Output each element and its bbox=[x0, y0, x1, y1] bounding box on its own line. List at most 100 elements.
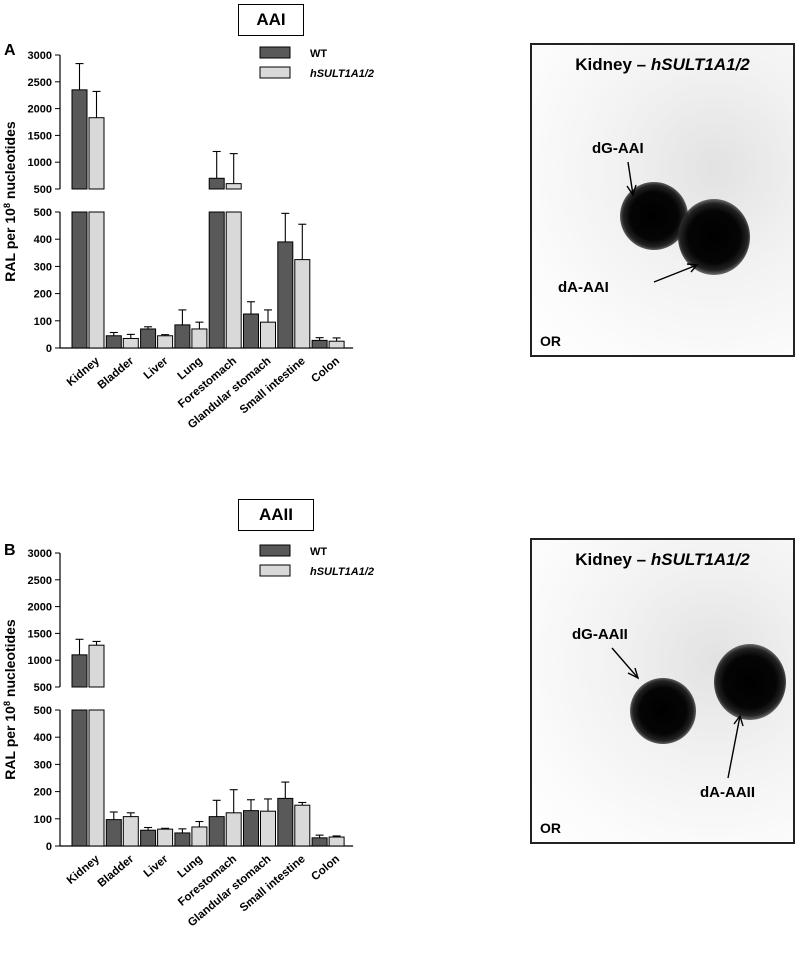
y-tick-label: 500 bbox=[34, 682, 52, 694]
bar bbox=[71, 89, 88, 190]
bar-chart: 0 100 200 300 400 500 1000 1500 2000 2500 3000 500 R… bbox=[2, 46, 374, 431]
y-tick-label: 200 bbox=[34, 289, 52, 301]
y-tick-label: 0 bbox=[46, 841, 52, 853]
y-tick-label: 100 bbox=[34, 316, 52, 328]
x-tick-label: Bladder bbox=[96, 853, 137, 890]
bar bbox=[140, 328, 157, 349]
legend-label: WT bbox=[310, 546, 327, 558]
legend-label: hSULT1A1/2 bbox=[310, 68, 374, 80]
y-tick-label: 400 bbox=[34, 732, 52, 744]
bar bbox=[260, 810, 276, 847]
bar bbox=[225, 183, 242, 190]
bar bbox=[122, 816, 139, 847]
tlc-autoradiogram: Kidney – hSULT1A1/2 dG-AAII dA-AAII OR bbox=[530, 538, 795, 844]
x-tick-label: Lung bbox=[176, 355, 205, 382]
bar bbox=[157, 828, 174, 847]
bar bbox=[105, 819, 122, 847]
y-tick-label: 1000 bbox=[28, 655, 52, 667]
y-tick-label: 2000 bbox=[28, 104, 52, 116]
y-tick-label: 500 bbox=[34, 705, 52, 717]
bar bbox=[140, 829, 157, 847]
y-axis-label: RAL per 108 nucleotides bbox=[2, 619, 18, 780]
arrow-line bbox=[653, 264, 698, 283]
bar bbox=[105, 335, 122, 349]
bar bbox=[311, 837, 328, 847]
bar bbox=[88, 117, 105, 190]
bar bbox=[157, 335, 174, 349]
bar bbox=[208, 211, 225, 349]
bar bbox=[174, 832, 191, 847]
y-tick-label: 2000 bbox=[28, 602, 52, 614]
adduct-label: dA-AAI bbox=[558, 279, 609, 296]
y-tick-label: 1500 bbox=[28, 130, 52, 142]
legend-swatch bbox=[259, 544, 291, 557]
bar bbox=[208, 177, 225, 190]
bar bbox=[88, 211, 105, 349]
y-tick-label: 2500 bbox=[28, 77, 52, 89]
legend-swatch bbox=[259, 66, 291, 79]
panel-a: A AAI 0 100 200 300 400 500 1000 1500 2000 2500 30… bbox=[0, 0, 798, 476]
y-tick-label: 300 bbox=[34, 759, 52, 771]
axis-break-gap bbox=[61, 688, 355, 709]
y-tick-label: 500 bbox=[34, 207, 52, 219]
x-tick-label: Liver bbox=[142, 355, 171, 382]
x-tick-label: Bladder bbox=[96, 355, 137, 392]
bar bbox=[208, 816, 225, 847]
arrow-line bbox=[727, 715, 741, 779]
y-tick-label: 3000 bbox=[28, 50, 52, 62]
blot-title-prefix: Kidney – bbox=[575, 55, 651, 74]
bar bbox=[294, 804, 311, 847]
bar bbox=[243, 313, 259, 349]
arrow-head bbox=[733, 714, 744, 727]
x-tick-label: Forestomach bbox=[176, 355, 239, 411]
y-tick-label: 3000 bbox=[28, 548, 52, 560]
panel-letter: A bbox=[4, 42, 16, 59]
y-tick-label: 1000 bbox=[28, 157, 52, 169]
arrow-overlay bbox=[626, 161, 699, 283]
adduct-label: dG-AAII bbox=[572, 626, 628, 643]
y-tick-label: 2500 bbox=[28, 575, 52, 587]
y-axis-label: RAL per 108 nucleotides bbox=[2, 121, 18, 282]
bar bbox=[71, 211, 88, 349]
bar bbox=[225, 812, 242, 847]
y-tick-label: 300 bbox=[34, 261, 52, 273]
bar bbox=[277, 797, 294, 847]
bar bbox=[191, 826, 208, 847]
bar bbox=[243, 810, 259, 847]
y-tick-label: 1500 bbox=[28, 628, 52, 640]
legend-swatch bbox=[259, 564, 291, 577]
adduct-spot bbox=[714, 644, 786, 720]
bar bbox=[88, 644, 105, 688]
x-tick-label: Colon bbox=[309, 355, 342, 385]
y-tick-label: 500 bbox=[34, 184, 52, 196]
bar bbox=[225, 211, 242, 349]
bar bbox=[328, 836, 345, 847]
arrow-overlay bbox=[611, 647, 744, 779]
arrow-line bbox=[611, 647, 639, 679]
bar bbox=[122, 337, 139, 349]
blot-title-gene: hSULT1A1/2 bbox=[650, 55, 750, 74]
adduct-label: dA-AAII bbox=[700, 784, 755, 801]
legend-label: hSULT1A1/2 bbox=[310, 566, 374, 578]
legend-swatch bbox=[259, 46, 291, 59]
arrow-head bbox=[626, 184, 637, 197]
panel-letter: B bbox=[4, 542, 16, 559]
adduct-label: dG-AAI bbox=[592, 140, 644, 157]
adduct-spot bbox=[678, 199, 750, 275]
tlc-autoradiogram: Kidney – hSULT1A1/2 dG-AAI dA-AAI OR bbox=[530, 43, 795, 357]
bar bbox=[328, 340, 345, 349]
x-tick-label: Colon bbox=[309, 853, 342, 883]
bar bbox=[174, 324, 191, 349]
blot-title-prefix: Kidney – bbox=[575, 550, 651, 569]
bar bbox=[311, 339, 328, 349]
bar bbox=[277, 241, 294, 349]
legend-label: WT bbox=[310, 48, 327, 60]
bar bbox=[191, 328, 208, 349]
blot-title: Kidney – hSULT1A1/2 bbox=[532, 55, 793, 75]
y-tick-label: 400 bbox=[34, 234, 52, 246]
y-tick-label: 0 bbox=[46, 343, 52, 355]
arrow-head bbox=[686, 263, 699, 273]
arrow-head bbox=[627, 667, 640, 680]
origin-label: OR bbox=[540, 333, 561, 349]
chart-title-box: AAII bbox=[238, 499, 314, 531]
